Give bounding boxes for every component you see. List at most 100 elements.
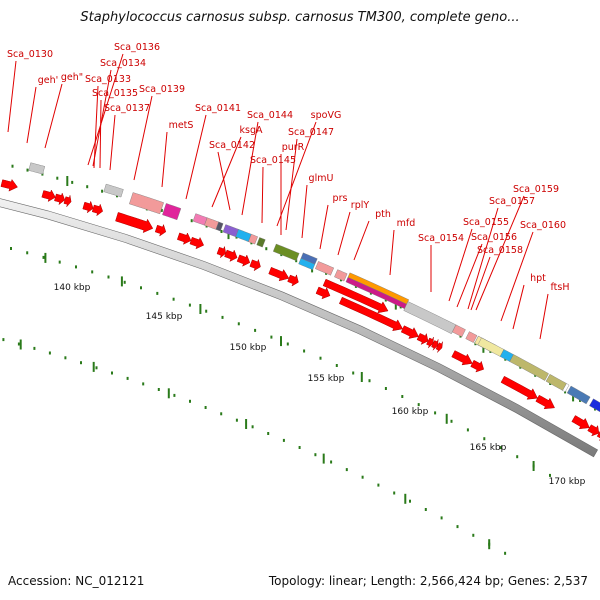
gene-label: rplY (351, 200, 370, 211)
gene-label: Sca_0144 (247, 110, 293, 121)
gene-feature (509, 354, 549, 381)
leader-line (475, 195, 525, 311)
cds-arrow (189, 236, 205, 250)
leader-line (211, 136, 242, 208)
gene-feature (222, 224, 239, 238)
cds-arrow (154, 223, 167, 237)
gene-label: Sca_0134 (100, 58, 146, 69)
gene-feature (248, 233, 258, 245)
gene-feature (256, 237, 266, 248)
scale-label: 160 kbp (392, 407, 429, 417)
gene-label: Sca_0159 (513, 184, 559, 195)
leader-line (470, 256, 491, 311)
scale-label: 165 kbp (470, 443, 507, 453)
cds-arrow (315, 286, 331, 300)
gene-labels: Sca_0130 geh' geh" Sca_0136 Sca_0134 Sca_0133… (7, 42, 570, 293)
gene-feature (129, 192, 164, 215)
cds-arrow (322, 278, 389, 314)
cds-arrow (224, 249, 238, 262)
leader-line (539, 293, 549, 340)
scale-labels: 140 kbp 145 kbp 150 kbp 155 kbp 160 kbp 165 k… (54, 283, 586, 487)
gene-label: spoVG (311, 110, 342, 121)
cds-arrow (0, 178, 18, 192)
leader-line (301, 184, 308, 239)
leader-line (261, 166, 264, 224)
gene-feature (215, 221, 224, 232)
gene-feature (103, 183, 124, 198)
gene-feature (465, 331, 478, 343)
scale-label: 140 kbp (54, 283, 91, 293)
label-leader-lines (7, 53, 549, 340)
gene-feature (477, 337, 505, 357)
gene-label: Sca_0160 (520, 220, 566, 231)
leader-line (319, 204, 329, 250)
gene-label: Sca_0147 (288, 127, 334, 138)
scale-label: 145 kbp (146, 312, 183, 322)
gene-label: Sca_0156 (471, 232, 517, 243)
cds-arrow (236, 254, 251, 267)
gene-feature (566, 385, 591, 405)
leader-line (353, 220, 370, 261)
leader-line (133, 95, 153, 181)
gene-label: Sca_0145 (250, 155, 296, 166)
cds-arrow (176, 232, 192, 245)
leader-line (44, 83, 63, 149)
gene-label: Sca_0135 (92, 88, 138, 99)
gene-label: ftsH (551, 282, 570, 293)
gene-label: Sca_0137 (104, 103, 150, 114)
gene-label: ksgA (240, 125, 263, 136)
cds-arrow (426, 336, 434, 349)
gene-feature (162, 203, 182, 221)
cds-arrow (587, 424, 600, 437)
leader-line (276, 121, 317, 227)
gene-label: pth (375, 209, 391, 220)
cds-arrow (287, 274, 299, 287)
cds-arrow (596, 430, 600, 442)
leader-line (456, 243, 483, 308)
scale-label: 150 kbp (230, 343, 267, 353)
gene-label: Sca_0157 (489, 196, 535, 207)
gene-label: prs (333, 193, 348, 204)
leader-line (87, 53, 124, 166)
cds-arrow (416, 332, 429, 345)
gene-label: Sca_0158 (477, 245, 523, 256)
gene-feature (562, 383, 570, 393)
leader-line (389, 229, 395, 276)
gene-feature (334, 269, 348, 282)
feature-track (0, 162, 600, 442)
leader-line (512, 284, 525, 330)
gene-feature (28, 162, 46, 175)
cds-arrow (470, 359, 485, 373)
cds-arrow (535, 394, 555, 410)
gene-label: Sca_0130 (7, 49, 53, 60)
cds-arrow (91, 203, 103, 217)
gene-label: geh' (38, 75, 59, 86)
gene-label: Sca_0142 (209, 140, 255, 151)
leader-line (217, 151, 231, 211)
cds-arrow (338, 296, 404, 332)
gene-feature (589, 398, 600, 413)
page-title: Staphylococcus carnosus subsp. carnosus … (80, 10, 520, 25)
genome-backbone-band (0, 198, 599, 458)
cds-arrow (500, 375, 538, 400)
genome-backbone (0, 198, 599, 458)
leader-line (500, 231, 534, 322)
cds-arrow (63, 195, 72, 207)
cds-arrow (571, 415, 590, 430)
leader-line (467, 207, 499, 310)
genome-summary-text: Topology: linear; Length: 2,566,424 bp; … (268, 574, 588, 588)
gene-label: Sca_0141 (195, 103, 241, 114)
gene-label: Sca_0154 (418, 233, 464, 244)
cds-arrow (115, 212, 154, 234)
leader-line (241, 121, 259, 216)
cds-arrow (400, 325, 419, 339)
leader-line (185, 114, 207, 200)
gene-feature (298, 258, 316, 271)
gene-label: Sca_0133 (85, 74, 131, 85)
leader-line (92, 69, 112, 167)
gene-label: hpt (530, 273, 546, 284)
cds-arrow (54, 192, 66, 206)
gene-label: mfd (397, 218, 416, 229)
gene-label: Sca_0155 (463, 217, 509, 228)
